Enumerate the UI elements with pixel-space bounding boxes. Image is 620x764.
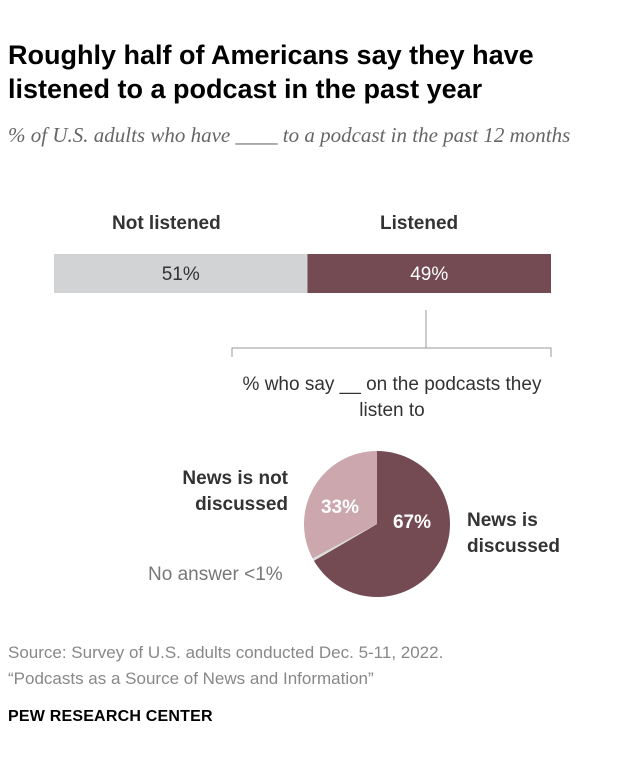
bar-not-listened: [54, 254, 308, 293]
label-news-not-discussed: News is not discussed: [182, 468, 288, 515]
bar-label-not-listened: 51%: [162, 264, 200, 285]
pie: [304, 451, 450, 597]
bar-listened: [307, 254, 551, 293]
pew-logo: PEW RESEARCH CENTER: [8, 708, 213, 725]
source-note: Source: Survey of U.S. adults conducted …: [8, 640, 443, 692]
header-listened: Listened: [380, 213, 459, 234]
bracket: [231, 310, 552, 357]
pie-label-67: 67%: [393, 512, 431, 533]
pie-slice: [312, 524, 377, 561]
header-not-listened: Not listened: [112, 213, 221, 234]
pie-label-33: 33%: [321, 497, 359, 518]
label-news-discussed: News is discussed: [467, 510, 560, 557]
label-no-answer: No answer <1%: [148, 564, 283, 585]
chart-title: Roughly half of Americans say they have …: [8, 40, 534, 104]
bar-label-listened: 49%: [410, 264, 448, 285]
pie-slice: [304, 451, 377, 559]
source-line: “Podcasts as a Source of News and Inform…: [8, 669, 374, 688]
pie-slice: [313, 451, 450, 597]
chart-subtitle: % of U.S. adults who have ____ to a podc…: [8, 123, 571, 147]
pie-title: % who say __ on the podcasts they listen…: [242, 374, 542, 421]
source-line: Source: Survey of U.S. adults conducted …: [8, 643, 444, 662]
